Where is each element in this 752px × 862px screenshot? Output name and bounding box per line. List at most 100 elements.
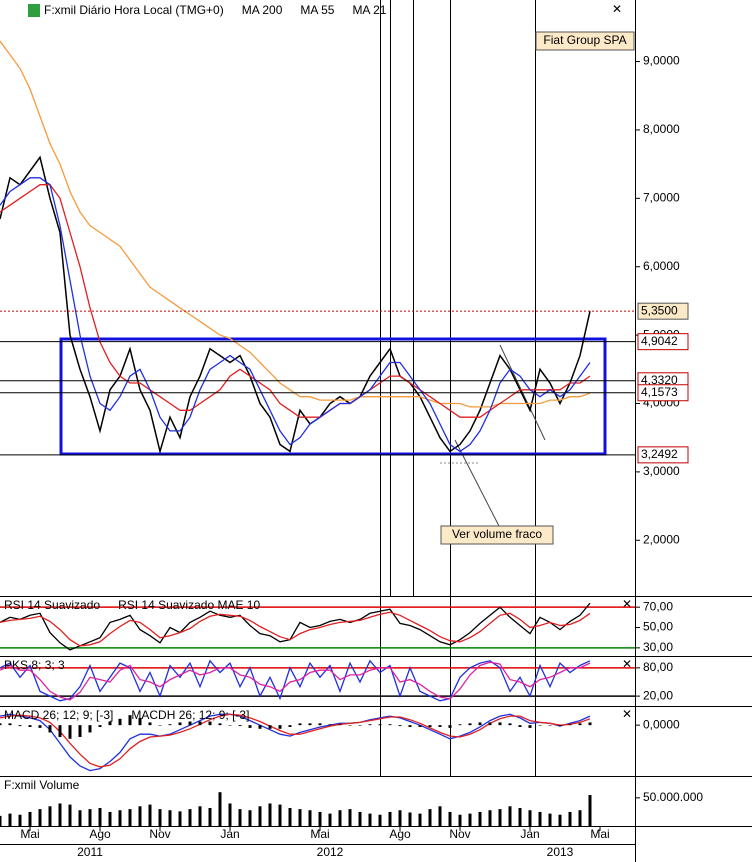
bar — [198, 721, 202, 726]
bar — [28, 811, 32, 826]
chart-icon — [28, 4, 40, 17]
x-tick-label: Nov — [449, 827, 470, 841]
bar — [48, 806, 52, 826]
bar — [128, 809, 132, 826]
x-tick-label: Ago — [89, 827, 111, 841]
bar — [528, 725, 532, 728]
x-tick-label: Mai — [590, 827, 609, 841]
bar — [148, 722, 152, 726]
y-tick-label: 80,00 — [643, 660, 673, 674]
bar — [208, 721, 212, 726]
level-label-box — [637, 333, 689, 351]
legend-entry: MACDH 26; 12; 9; [-3] — [131, 708, 249, 722]
bar — [388, 811, 392, 826]
bar — [568, 724, 572, 726]
bar — [98, 725, 102, 727]
bar — [458, 724, 462, 726]
bar — [158, 809, 162, 826]
bar — [248, 810, 252, 826]
bar — [498, 809, 502, 826]
x-tick-label: Mai — [310, 827, 329, 841]
range-box — [59, 337, 607, 456]
bar — [548, 725, 552, 726]
y-tick-label: 2,0000 — [643, 532, 680, 546]
close-button[interactable]: ✕ — [622, 597, 632, 611]
y-tick-label: 6,0000 — [643, 259, 680, 273]
bar — [278, 725, 282, 729]
bar — [88, 809, 92, 826]
bar — [168, 810, 172, 826]
close-button[interactable]: ✕ — [622, 657, 632, 671]
bar — [368, 813, 372, 826]
bar — [168, 724, 172, 726]
bar — [438, 806, 442, 826]
bar — [188, 809, 192, 826]
bar — [138, 806, 142, 826]
plot-area — [0, 792, 592, 826]
bar — [538, 811, 542, 826]
bar — [458, 814, 462, 826]
series-line — [0, 602, 591, 651]
bar — [578, 723, 582, 726]
bar — [488, 810, 492, 826]
y-tick-label: 30,00 — [643, 640, 673, 654]
bar — [308, 723, 312, 726]
series-line — [0, 177, 591, 453]
year-label: 2013 — [547, 845, 574, 859]
bar — [0, 815, 2, 826]
bar — [18, 725, 22, 727]
bar — [228, 725, 232, 726]
bar — [408, 725, 412, 727]
bar — [448, 811, 452, 826]
panel-controls[interactable]: ✕ ✕ ✕ ✕ — [612, 2, 632, 721]
bar — [448, 725, 452, 728]
y-tick-label: 20,00 — [643, 688, 673, 702]
annotation-box — [440, 525, 554, 545]
level-label-box — [637, 302, 689, 320]
bar — [498, 722, 502, 726]
bar — [348, 725, 352, 726]
bar — [548, 813, 552, 826]
bar — [558, 725, 562, 727]
close-button[interactable]: ✕ — [622, 707, 632, 721]
plot-area — [0, 659, 635, 702]
x-tick-label: Jan — [520, 827, 539, 841]
series-line — [0, 661, 591, 701]
level-label: 5,3500 — [641, 303, 678, 317]
bar — [388, 724, 392, 726]
plot-area — [0, 40, 591, 455]
bar — [28, 725, 32, 727]
level-label: 4,9042 — [641, 334, 678, 348]
bar — [108, 721, 112, 726]
bar — [218, 792, 222, 826]
bar — [178, 811, 182, 826]
bar — [68, 804, 72, 826]
bar — [208, 807, 212, 826]
bar — [238, 809, 242, 826]
legend-entry: F:xmil Diário Hora Local (TMG+0) — [44, 3, 224, 17]
bar — [308, 810, 312, 826]
close-button[interactable]: ✕ — [612, 2, 622, 16]
bar — [588, 722, 592, 726]
bar — [258, 806, 262, 826]
bar — [138, 717, 142, 726]
bar — [558, 814, 562, 826]
plot-area — [0, 602, 635, 651]
bar — [578, 810, 582, 826]
plot-area — [0, 713, 592, 772]
legend-entry: MA 55 — [300, 3, 334, 17]
bar — [368, 724, 372, 726]
bar — [78, 810, 82, 826]
bar — [418, 813, 422, 826]
bar — [298, 723, 302, 726]
bar — [78, 725, 82, 737]
level-label-box — [637, 384, 689, 402]
bar — [198, 806, 202, 826]
bar — [298, 809, 302, 826]
bar — [8, 723, 12, 726]
bar — [438, 725, 442, 727]
bar — [328, 813, 332, 826]
bar — [468, 723, 472, 726]
